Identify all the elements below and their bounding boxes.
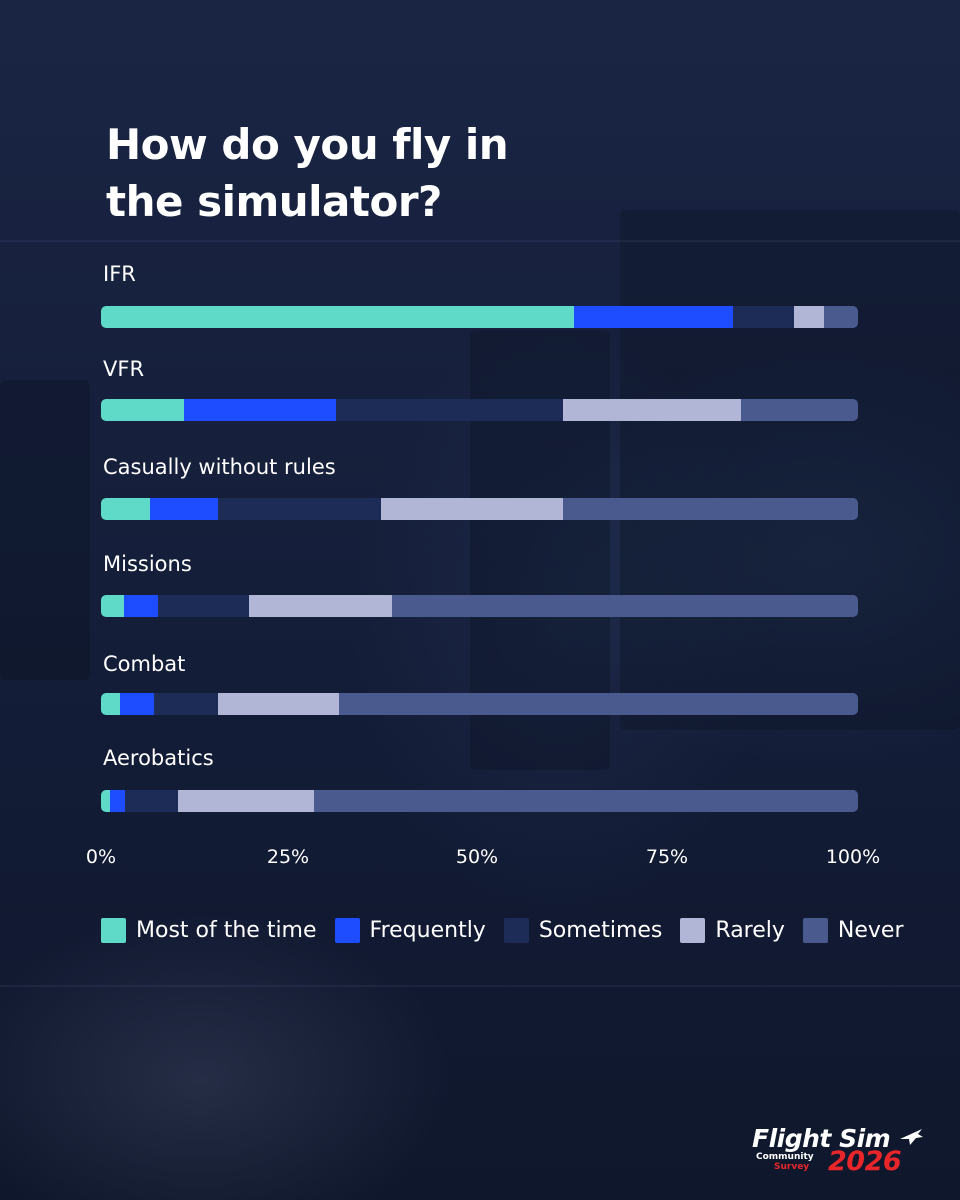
category-label: Aerobatics (103, 746, 214, 770)
bar-segment (574, 306, 734, 328)
bar-segment (793, 306, 824, 328)
bar-segment (150, 498, 219, 520)
bar-segment (335, 399, 563, 421)
legend-item: Most of the time (101, 917, 317, 943)
bar-segment (110, 790, 126, 812)
flight-sim-logo: Flight Sim Community Survey 2026 (752, 1124, 928, 1177)
bar-segment (184, 399, 336, 421)
stacked-bar (101, 399, 858, 421)
bar-segment (101, 790, 111, 812)
stacked-bar (101, 595, 858, 617)
bar-segment (157, 595, 249, 617)
background-line (0, 240, 960, 242)
bar-segment (562, 399, 741, 421)
legend-swatch (334, 917, 360, 943)
bar-segment (823, 306, 858, 328)
bar-segment (218, 693, 340, 715)
logo-main-text: Flight Sim (752, 1124, 891, 1153)
bar-segment (733, 306, 794, 328)
stacked-bar (101, 693, 858, 715)
bar-segment (248, 595, 393, 617)
bar-segment (314, 790, 858, 812)
logo-community-text: Community (756, 1152, 814, 1162)
category-label: VFR (103, 357, 145, 381)
bar-segment (101, 693, 120, 715)
legend-item: Rarely (680, 917, 785, 943)
bar-segment (101, 595, 124, 617)
chart-title: How do you fly in the simulator? (106, 120, 509, 226)
bar-segment (562, 498, 858, 520)
bar-segment (740, 399, 858, 421)
x-tick-label: 75% (645, 846, 689, 868)
legend-swatch (101, 917, 126, 943)
bar-segment (153, 693, 219, 715)
bar-segment (339, 693, 858, 715)
x-tick-label: 25% (266, 846, 310, 868)
legend-item: Never (802, 917, 904, 943)
airplane-icon (900, 1129, 923, 1145)
category-label: Combat (103, 652, 186, 676)
category-label: Casually without rules (103, 455, 336, 479)
legend-swatch (802, 917, 828, 943)
bar-segment (218, 498, 382, 520)
legend-swatch (503, 917, 529, 943)
legend-label: Sometimes (538, 917, 663, 943)
bar-segment (101, 306, 575, 328)
legend-label: Never (837, 917, 904, 943)
stacked-bar (101, 306, 858, 328)
stacked-bar (101, 790, 858, 812)
logo-year-text: 2026 (828, 1146, 902, 1177)
legend-swatch (680, 917, 706, 943)
bar-segment (119, 693, 154, 715)
legend: Most of the time Frequently Sometimes Rarel… (101, 916, 922, 944)
legend-item: Sometimes (503, 917, 663, 943)
x-tick-label: 0% (85, 846, 117, 868)
background-panel (0, 380, 90, 680)
bar-segment (178, 790, 315, 812)
legend-item: Frequently (334, 917, 486, 943)
legend-label: Most of the time (136, 917, 317, 943)
background-line (0, 985, 960, 987)
bar-segment (392, 595, 858, 617)
bar-segment (123, 595, 158, 617)
legend-label: Frequently (369, 917, 486, 943)
bar-segment (125, 790, 179, 812)
x-tick-label: 50% (455, 846, 499, 868)
x-tick-label: 100% (825, 846, 881, 868)
logo-survey-text: Survey (774, 1162, 810, 1172)
bar-segment (381, 498, 563, 520)
category-label: IFR (103, 262, 136, 286)
legend-label: Rarely (715, 917, 785, 943)
background-panel (620, 210, 960, 730)
stacked-bar (101, 498, 858, 520)
bar-segment (101, 399, 185, 421)
bar-segment (101, 498, 151, 520)
category-label: Missions (103, 552, 192, 576)
